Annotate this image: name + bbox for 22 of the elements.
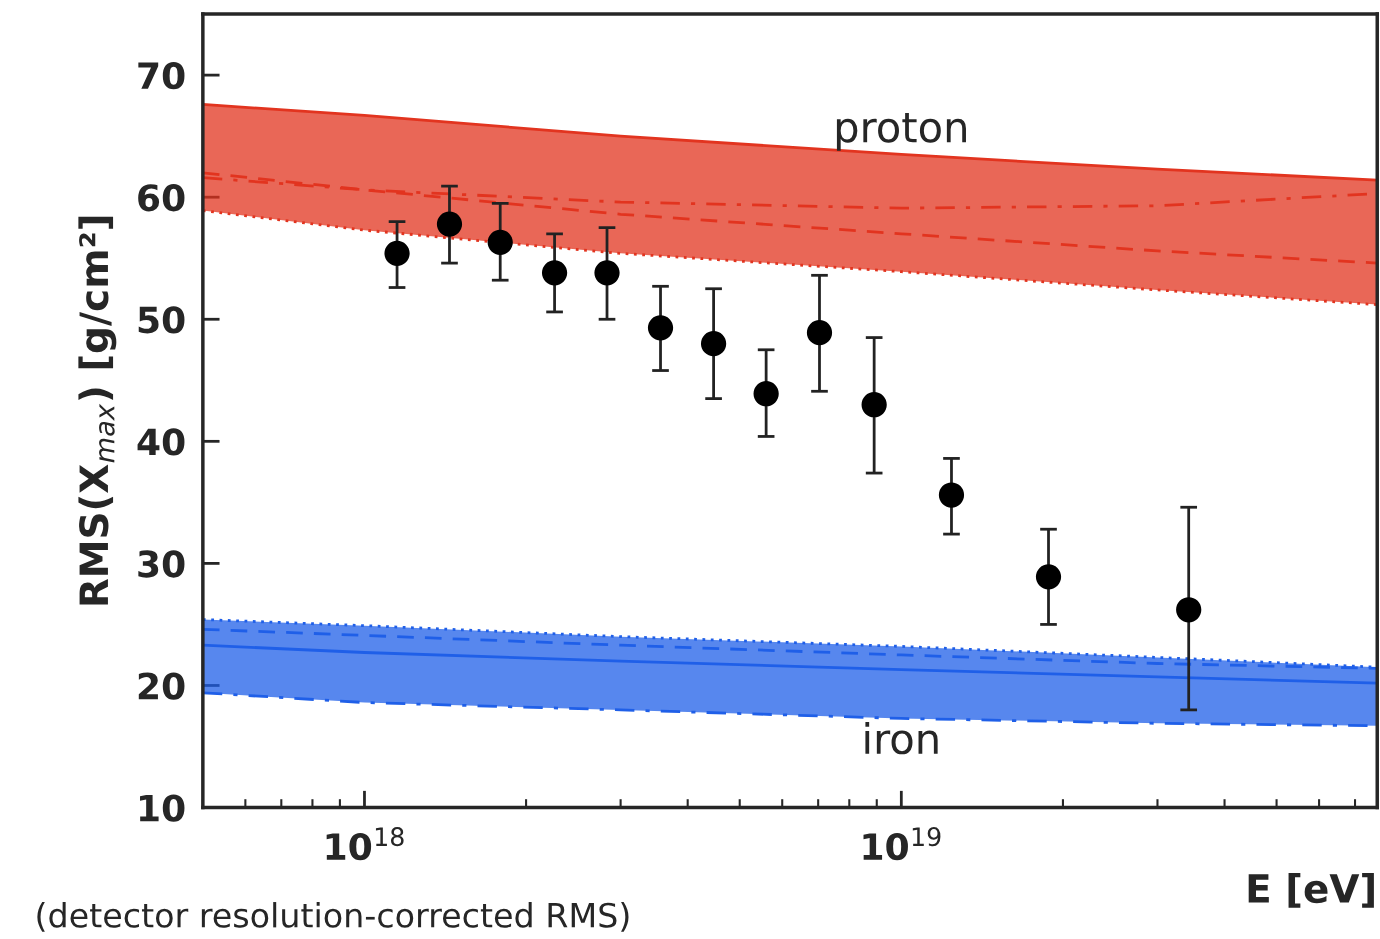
series-label: proton	[836, 112, 966, 151]
point	[647, 315, 674, 341]
y-axis-title: RMS(X$_{max}$) [g/cm²]	[78, 216, 117, 605]
y-tick-label: 40	[137, 428, 185, 456]
x-tick-label: 10$^{18}$	[326, 827, 404, 861]
y-tick-label: 10	[140, 794, 185, 822]
point	[806, 320, 833, 346]
y-tick-label: 20	[138, 672, 185, 700]
x-axis-title: E [eV]	[1248, 873, 1374, 908]
point	[594, 260, 620, 286]
y-tick-label: 60	[138, 184, 185, 212]
y-tick-label: 50	[138, 306, 185, 334]
y-tick-label: 30	[138, 550, 185, 578]
point	[700, 331, 727, 357]
y-tick-label: 70	[138, 62, 185, 90]
x-tick-label: 10$^{19}$	[863, 827, 941, 861]
point	[541, 260, 568, 286]
series-label: iron	[865, 722, 938, 755]
point	[753, 381, 779, 407]
point	[487, 229, 513, 255]
point	[861, 392, 887, 418]
text: (detector resolution-corrected RMS)	[37, 902, 629, 932]
